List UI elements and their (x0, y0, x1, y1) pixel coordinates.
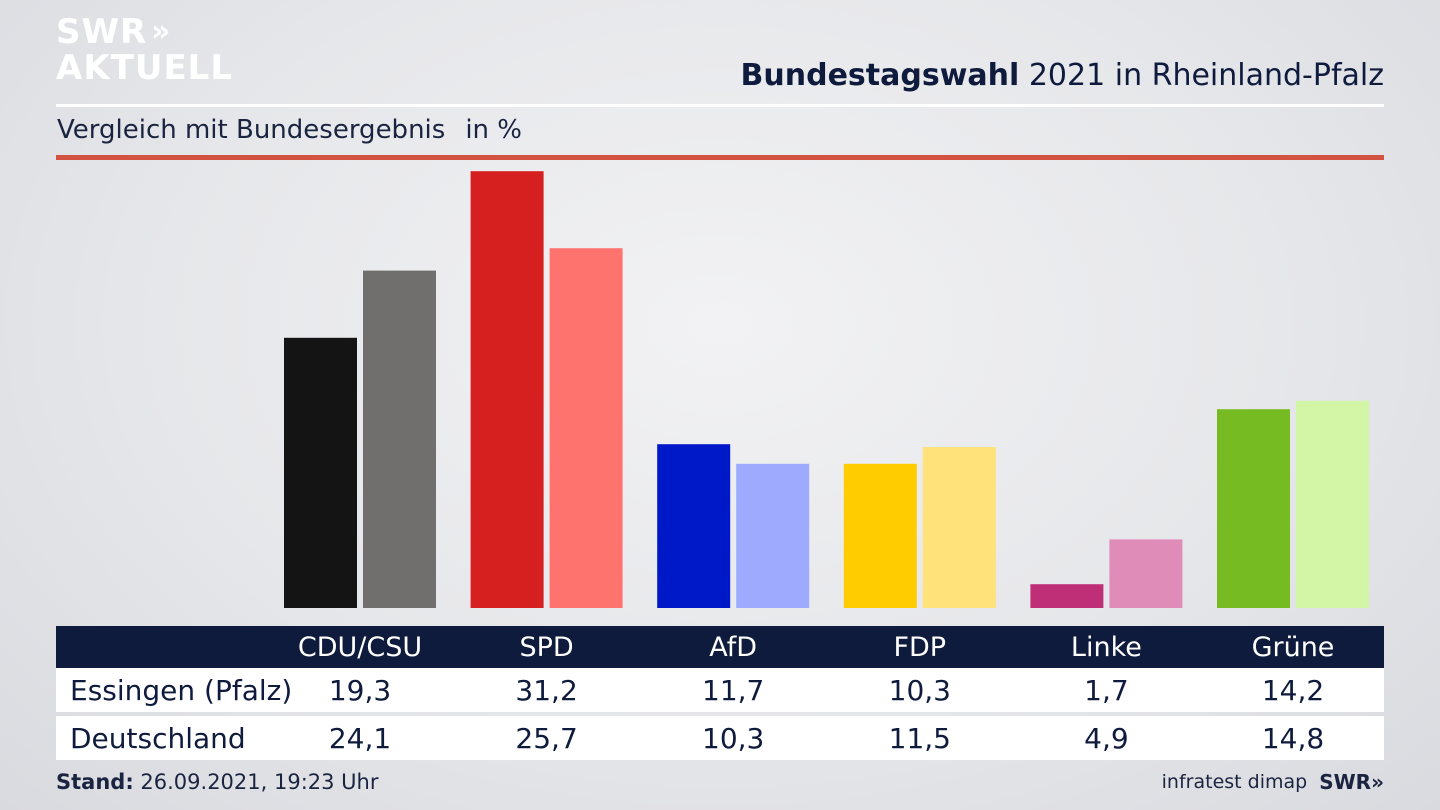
swr-aktuell-logo: SWR» AKTUELL (56, 14, 233, 86)
logo-swr-text: SWR (56, 12, 148, 52)
bar-cdu-csu-deutschland (363, 270, 436, 608)
subtitle-divider (56, 155, 1384, 160)
source-credit: infratest dimap SWR» (1162, 770, 1384, 794)
column-header-linke: Linke (1070, 631, 1142, 663)
bar-fdp-deutschland (922, 447, 996, 608)
value-fdp-essingen-pfalz: 10,3 (888, 673, 951, 707)
bar-afd-deutschland (736, 463, 810, 608)
timestamp: Stand: 26.09.2021, 19:23 Uhr (56, 770, 379, 794)
bar-linke-deutschland (1109, 539, 1183, 608)
subtitle-unit: in % (465, 115, 522, 145)
column-header-cdu-csu: CDU/CSU (297, 631, 423, 663)
bar-fdp-essingen-pfalz (843, 463, 917, 608)
value-gr-ne-deutschland: 14,8 (1261, 721, 1325, 755)
column-header-afd: AfD (709, 631, 758, 663)
column-header-spd: SPD (519, 631, 574, 663)
swr-footer-logo: SWR» (1319, 770, 1384, 794)
value-cdu-csu-deutschland: 24,1 (328, 721, 392, 755)
logo-aktuell-text: AKTUELL (56, 48, 234, 88)
chart-subtitle: Vergleich mit Bundesergebnis in % (57, 115, 522, 145)
value-afd-essingen-pfalz: 11,7 (702, 673, 765, 707)
value-linke-essingen-pfalz: 1,7 (1084, 673, 1129, 707)
bar-gr-ne-deutschland (1296, 400, 1369, 608)
value-linke-deutschland: 4,9 (1084, 721, 1129, 755)
title-rest: 2021 in Rheinland-Pfalz (1019, 58, 1384, 93)
bar-afd-essingen-pfalz (657, 444, 731, 608)
bar-spd-essingen-pfalz (470, 171, 544, 608)
value-spd-deutschland: 25,7 (515, 721, 578, 755)
bar-cdu-csu-essingen-pfalz (284, 337, 357, 608)
stand-label: Stand: (56, 770, 134, 794)
source-text: infratest dimap (1161, 771, 1308, 793)
page-title: Bundestagswahl 2021 in Rheinland-Pfalz (741, 58, 1384, 93)
value-spd-essingen-pfalz: 31,2 (515, 673, 578, 707)
results-table: CDU/CSU SPD AfD FDP Linke Grüne Essingen (Pfa… (56, 626, 1384, 760)
value-afd-deutschland: 10,3 (702, 721, 765, 755)
stand-value: 26.09.2021, 19:23 Uhr (133, 770, 379, 794)
column-header-fdp: FDP (893, 631, 947, 663)
value-fdp-deutschland: 11,5 (888, 721, 951, 755)
table-header-row: CDU/CSU SPD AfD FDP Linke Grüne (56, 626, 1384, 668)
table-row-deutschland: Deutschland 24,1 25,7 10,3 11,5 4,9 14,8 (56, 716, 1384, 760)
row-label-deutschland: Deutschland (70, 721, 246, 755)
subtitle-text: Vergleich mit Bundesergebnis (57, 115, 446, 145)
bar-spd-deutschland (549, 248, 623, 608)
value-cdu-csu-essingen-pfalz: 19,3 (328, 673, 392, 707)
column-header-gr-ne: Grüne (1251, 631, 1335, 663)
row-label-essingen: Essingen (Pfalz) (70, 673, 293, 707)
title-bold: Bundestagswahl (740, 58, 1020, 93)
value-gr-ne-essingen-pfalz: 14,2 (1261, 673, 1325, 707)
table-row-essingen: Essingen (Pfalz) 19,3 31,2 11,7 10,3 1,7 14,2 (56, 668, 1384, 712)
bar-chart (284, 171, 1369, 608)
title-divider (56, 104, 1384, 107)
bar-gr-ne-essingen-pfalz (1217, 409, 1290, 608)
bar-linke-essingen-pfalz (1030, 584, 1104, 608)
